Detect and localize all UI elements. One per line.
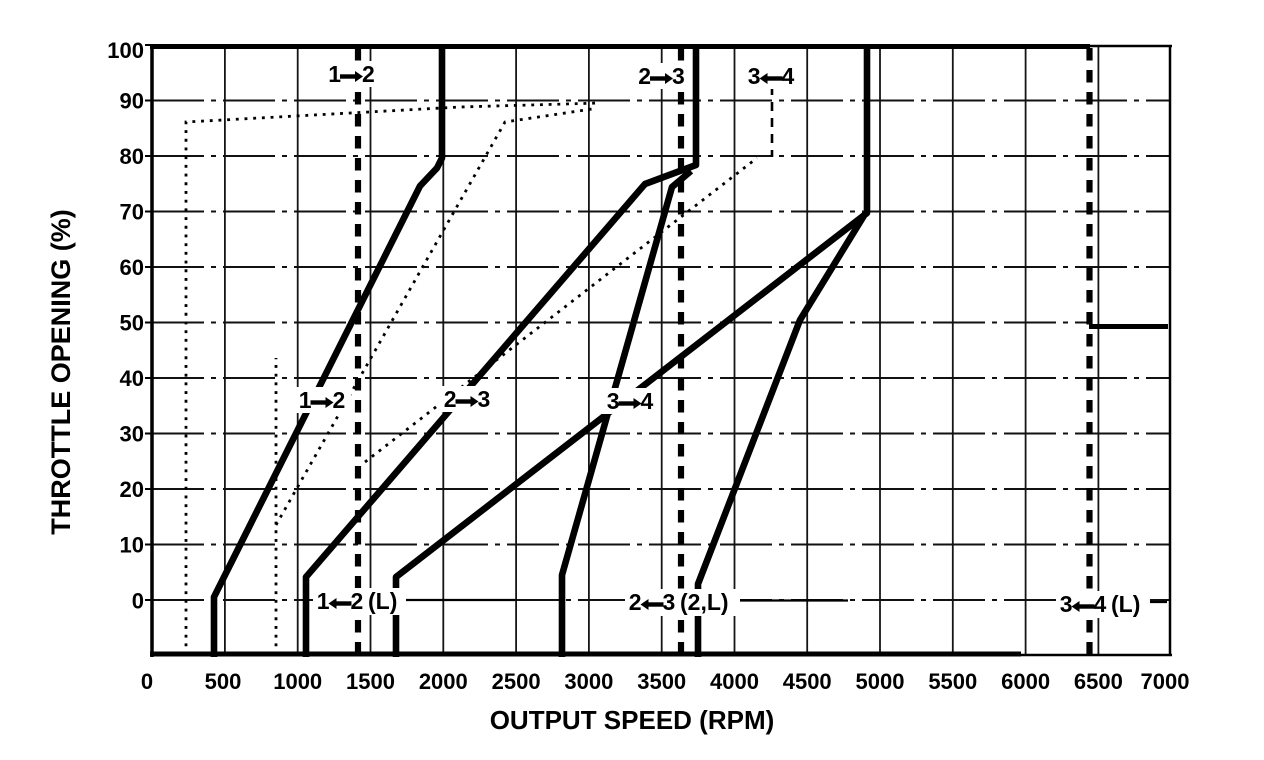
- svg-text:4: 4: [641, 388, 654, 414]
- svg-text:0: 0: [141, 669, 153, 694]
- svg-text:3000: 3000: [564, 669, 613, 694]
- svg-text:90: 90: [120, 89, 144, 114]
- svg-text:2000: 2000: [419, 669, 468, 694]
- svg-text:50: 50: [120, 311, 144, 336]
- svg-text:60: 60: [120, 255, 144, 280]
- svg-text:4: 4: [782, 63, 795, 89]
- svg-text:2: 2: [351, 588, 364, 614]
- svg-text:30: 30: [120, 422, 144, 447]
- svg-text:1: 1: [317, 588, 330, 614]
- svg-text:OUTPUT SPEED (RPM): OUTPUT SPEED (RPM): [490, 705, 775, 735]
- svg-text:4000: 4000: [710, 669, 759, 694]
- svg-text:1000: 1000: [273, 669, 322, 694]
- svg-text:1: 1: [299, 387, 312, 413]
- svg-text:100: 100: [107, 38, 144, 63]
- svg-text:3: 3: [607, 388, 620, 414]
- svg-text:4500: 4500: [783, 669, 832, 694]
- svg-text:(L): (L): [368, 588, 397, 614]
- svg-text:1: 1: [328, 61, 341, 87]
- svg-text:2: 2: [362, 61, 375, 87]
- svg-text:4: 4: [1094, 591, 1107, 617]
- svg-text:THROTTLE OPENING (%): THROTTLE OPENING (%): [46, 209, 76, 535]
- svg-text:80: 80: [120, 144, 144, 169]
- svg-text:10: 10: [120, 533, 144, 558]
- svg-text:(L): (L): [1111, 591, 1140, 617]
- svg-text:0: 0: [132, 589, 144, 614]
- svg-text:40: 40: [120, 366, 144, 391]
- svg-text:(2,L): (2,L): [680, 589, 729, 615]
- svg-text:1500: 1500: [346, 669, 395, 694]
- svg-text:70: 70: [120, 200, 144, 225]
- svg-text:3500: 3500: [637, 669, 686, 694]
- svg-text:500: 500: [205, 669, 242, 694]
- svg-text:2: 2: [629, 589, 642, 615]
- svg-text:5000: 5000: [856, 669, 905, 694]
- svg-text:2: 2: [638, 63, 651, 89]
- svg-text:2: 2: [333, 387, 346, 413]
- svg-text:5500: 5500: [928, 669, 977, 694]
- svg-text:20: 20: [120, 477, 144, 502]
- svg-text:3: 3: [748, 63, 761, 89]
- svg-text:3: 3: [1060, 591, 1073, 617]
- svg-text:2: 2: [444, 386, 457, 412]
- svg-text:2500: 2500: [492, 669, 541, 694]
- svg-text:6000: 6000: [1001, 669, 1050, 694]
- svg-text:6500: 6500: [1074, 669, 1123, 694]
- svg-text:3: 3: [672, 63, 685, 89]
- svg-text:3: 3: [478, 386, 491, 412]
- svg-text:3: 3: [663, 589, 676, 615]
- svg-text:7000: 7000: [1141, 669, 1190, 694]
